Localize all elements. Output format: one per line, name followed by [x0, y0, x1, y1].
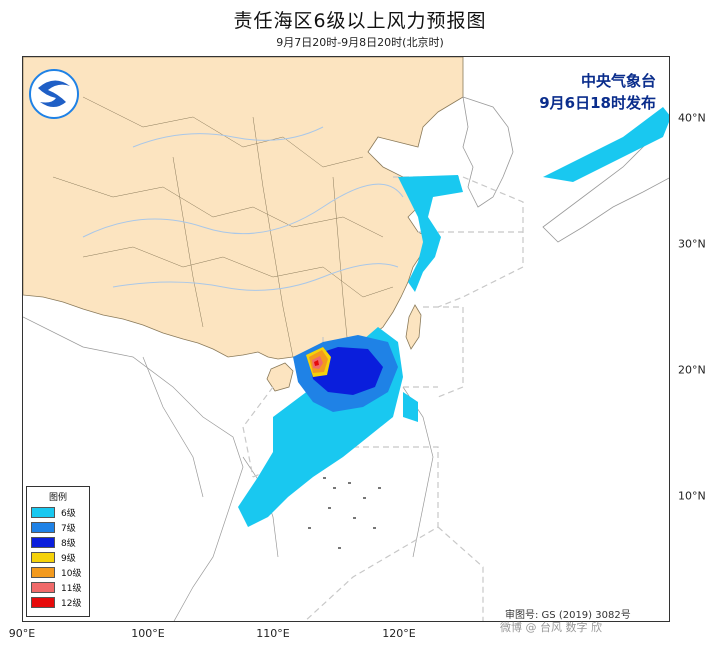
issuing-agency: 中央气象台 9月6日18时发布: [539, 70, 656, 114]
wind-6-luzon: [403, 392, 418, 422]
legend-item: 8级: [27, 535, 89, 550]
legend-item: 12级: [27, 595, 89, 610]
legend-swatch: [31, 582, 55, 593]
lat-tick-40: 40°N: [678, 111, 706, 125]
legend-swatch: [31, 537, 55, 548]
taiwan-island: [405, 304, 422, 350]
legend-label: 11级: [61, 584, 82, 594]
map-subtitle: 9月7日20时-9月8日20时(北京时): [276, 36, 444, 49]
legend-swatch: [31, 552, 55, 563]
map-approval-number: 审图号: GS (2019) 3082号: [505, 610, 631, 621]
legend-label: 6级: [61, 509, 76, 519]
wind-6-east-coast: [398, 175, 463, 292]
lon-tick-90: 90°E: [8, 627, 36, 640]
cma-logo-icon: [29, 69, 79, 119]
legend: 图例 6级 7级 8级 9级 10级 11级 12级: [26, 486, 90, 617]
legend-label: 7级: [61, 524, 76, 534]
legend-item: 10级: [27, 565, 89, 580]
lat-tick-10: 10°N: [678, 489, 706, 503]
wind-areas: [238, 107, 669, 527]
legend-swatch: [31, 597, 55, 608]
legend-label: 12级: [61, 599, 82, 609]
province-borders: [52, 96, 394, 358]
legend-title: 图例: [48, 493, 67, 503]
agency-name: 中央气象台: [580, 72, 656, 90]
map-canvas: [23, 57, 669, 621]
legend-swatch: [31, 507, 55, 518]
korea-peninsula: [462, 96, 514, 208]
lat-tick-20: 20°N: [678, 363, 706, 377]
legend-label: 10级: [61, 569, 82, 579]
legend-label: 8级: [61, 539, 76, 549]
legend-item: 11级: [27, 580, 89, 595]
lon-tick-110: 110°E: [256, 627, 290, 640]
map-title: 责任海区6级以上风力预报图: [233, 10, 487, 32]
legend-swatch: [31, 522, 55, 533]
rivers: [82, 126, 404, 291]
china-land: [23, 57, 464, 360]
watermark: 微博 @ 台风 数字 欣: [500, 621, 602, 634]
hainan-island: [266, 362, 294, 392]
wind-6-japan: [543, 107, 669, 182]
lon-tick-120: 120°E: [382, 627, 416, 640]
lat-tick-30: 30°N: [678, 237, 706, 251]
issue-time: 9月6日18时发布: [539, 94, 656, 112]
legend-label: 9级: [61, 554, 76, 564]
lon-tick-100: 100°E: [131, 627, 165, 640]
legend-item: 9级: [27, 550, 89, 565]
legend-swatch: [31, 567, 55, 578]
island-marks: [308, 477, 381, 549]
wind-12: [314, 360, 319, 366]
legend-item: 7级: [27, 520, 89, 535]
forecast-map: [22, 56, 670, 622]
japan-islands: [542, 118, 669, 243]
legend-item: 6级: [27, 505, 89, 520]
